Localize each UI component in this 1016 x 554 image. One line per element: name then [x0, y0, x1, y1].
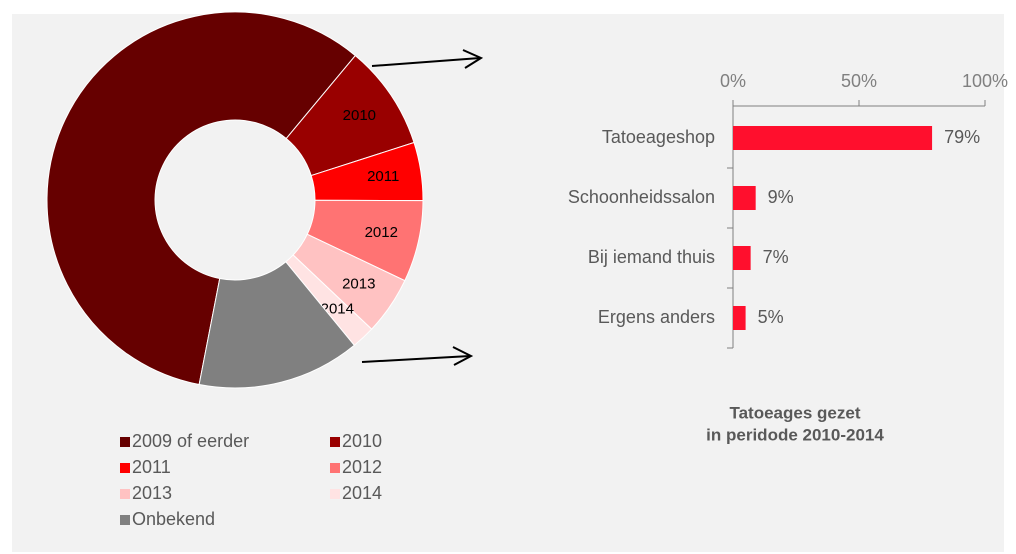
y-tick-label: Ergens anders: [598, 307, 715, 327]
legend-swatch: [120, 463, 130, 473]
legend-label: Onbekend: [132, 509, 215, 529]
slice-label: 2011: [367, 168, 399, 185]
slice-label: 2010: [343, 107, 376, 124]
legend-swatch: [120, 515, 130, 525]
x-tick-label: 50%: [841, 71, 877, 91]
arrow-head: [452, 346, 474, 366]
arrow-line: [361, 355, 471, 363]
legend-swatch: [330, 463, 340, 473]
value-label: 5%: [758, 307, 784, 327]
chart-title: Tatoeages gezet: [729, 403, 860, 422]
chart-title: in peridode 2010-2014: [706, 425, 884, 444]
legend-swatch: [330, 437, 340, 447]
legend-swatch: [120, 489, 130, 499]
slice-label: 2012: [365, 224, 398, 241]
x-tick-label: 100%: [962, 71, 1008, 91]
bar: [733, 246, 751, 270]
value-label: 79%: [944, 127, 980, 147]
legend-label: 2012: [342, 457, 382, 477]
legend-swatch: [330, 489, 340, 499]
y-tick-label: Tatoeageshop: [602, 127, 715, 147]
donut-slice: [46, 11, 357, 386]
donut-slice: [198, 261, 356, 389]
x-tick-label: 0%: [720, 71, 746, 91]
legend-label: 2009 of eerder: [132, 431, 249, 451]
bar: [733, 306, 746, 330]
legend-label: 2010: [342, 431, 382, 451]
value-label: 9%: [768, 187, 794, 207]
legend-swatch: [120, 437, 130, 447]
legend-label: 2014: [342, 483, 382, 503]
legend-label: 2011: [132, 457, 171, 477]
y-tick-label: Bij iemand thuis: [588, 247, 715, 267]
bar: [733, 126, 933, 150]
arrow-line: [371, 57, 481, 67]
arrow-head: [462, 49, 484, 69]
bar: [733, 186, 756, 210]
legend-label: 2013: [132, 483, 172, 503]
arrows: [361, 49, 484, 366]
slice-label: 2013: [342, 276, 375, 293]
y-tick-label: Schoonheidssalon: [568, 187, 715, 207]
value-label: 7%: [763, 247, 789, 267]
slice-label: 2014: [321, 301, 354, 318]
